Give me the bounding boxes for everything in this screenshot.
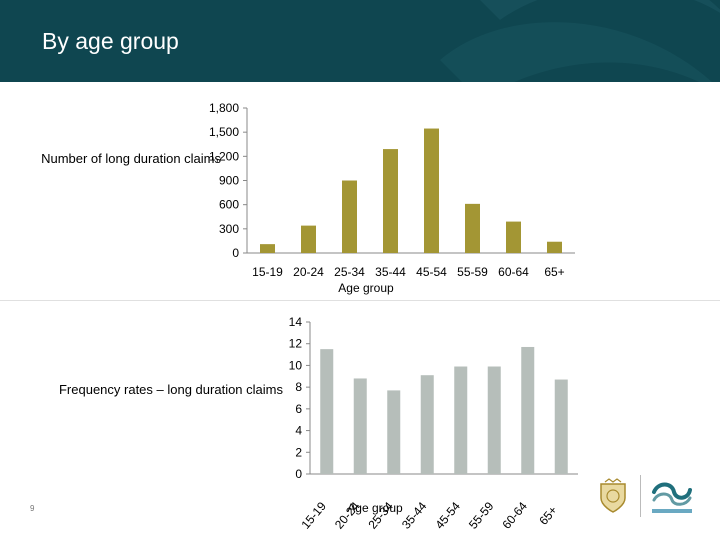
claims-bar: [301, 225, 316, 253]
freq-y-tick-label: 6: [295, 402, 302, 416]
freq-x-tick-label: 45-54: [432, 499, 463, 532]
page-number: 9: [30, 504, 35, 513]
claims-bar: [506, 221, 521, 253]
freq-x-tick-label: 55-59: [466, 499, 497, 532]
freq-x-tick-label: 60-64: [499, 499, 530, 532]
freq-x-axis-label: Age group: [347, 501, 403, 515]
freq-y-tick-label: 8: [295, 380, 302, 394]
claims-y-tick-label: 1,800: [209, 101, 239, 115]
logo-separator: [640, 475, 641, 517]
freq-bar: [353, 378, 367, 474]
claims-y-tick-label: 300: [219, 222, 239, 236]
freq-y-tick-label: 0: [295, 467, 302, 481]
claims-x-tick-label: 45-54: [416, 265, 447, 279]
freq-y-tick-label: 14: [289, 315, 303, 329]
claims-x-tick-label: 55-59: [457, 265, 488, 279]
claims-bar: [424, 128, 439, 253]
claims-bar: [260, 244, 275, 253]
claims-y-tick-label: 1,500: [209, 125, 239, 139]
claims-bar: [547, 241, 562, 253]
claims-x-tick-label: 20-24: [293, 265, 324, 279]
freq-bar: [320, 349, 334, 474]
claims-x-tick-label: 65+: [544, 265, 564, 279]
long-duration-claims-chart: 0 300 600 900 1,200 1,500 1,800 15-19 20-24 25-34…: [41, 101, 575, 295]
claims-x-tick-label: 25-34: [334, 265, 365, 279]
freq-y-tick-label: 12: [289, 337, 303, 351]
freq-x-tick-label: 15-19: [298, 499, 329, 532]
freq-x-tick-label: 65+: [536, 503, 560, 528]
claims-bar: [465, 203, 480, 253]
freq-x-tick-label: 35-44: [399, 499, 430, 532]
claims-y-tick-label: 1,200: [209, 149, 239, 163]
claims-x-tick-label: 60-64: [498, 265, 529, 279]
freq-bar: [521, 346, 535, 474]
slide-header: By age group: [0, 0, 720, 82]
freq-bar: [487, 366, 501, 474]
freq-y-tick-label: 4: [295, 424, 302, 438]
crest-logo-icon: [600, 478, 626, 513]
claims-y-tick-label: 600: [219, 198, 239, 212]
header-swirl-decoration: [440, 0, 720, 82]
claims-bar: [342, 180, 357, 253]
freq-bar: [420, 375, 434, 474]
claims-x-tick-label: 35-44: [375, 265, 406, 279]
freq-bar: [454, 366, 468, 474]
freq-bar: [387, 390, 401, 474]
page-title: By age group: [42, 28, 179, 54]
section-divider: [0, 300, 720, 301]
claims-x-tick-label: 15-19: [252, 265, 283, 279]
freq-y-axis-label: Frequency rates – long duration claims: [59, 382, 284, 397]
freq-y-tick-label: 2: [295, 445, 302, 459]
claims-y-tick-label: 900: [219, 174, 239, 188]
workcover-logo-icon: [652, 482, 692, 513]
claims-x-axis-label: Age group: [338, 281, 394, 295]
claims-bar: [383, 149, 398, 253]
freq-y-tick-label: 10: [289, 358, 303, 372]
claims-y-tick-label: 0: [232, 246, 239, 260]
freq-bar: [554, 379, 568, 474]
claims-y-axis-label: Number of long duration claims: [41, 151, 221, 166]
